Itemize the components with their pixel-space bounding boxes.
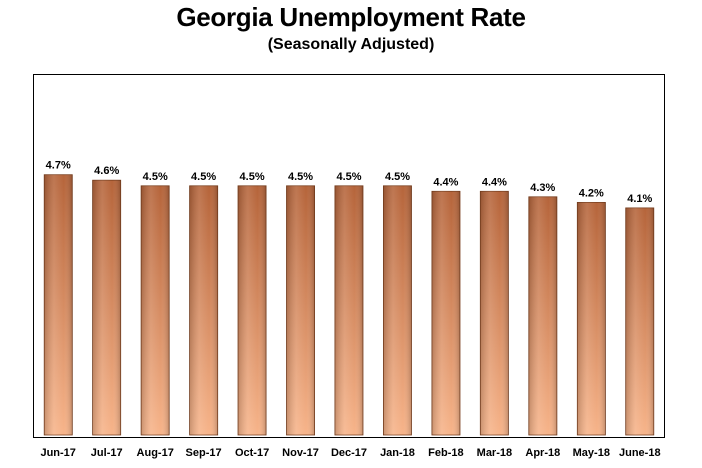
x-tick-label: Dec-17 bbox=[331, 447, 367, 459]
data-label: 4.4% bbox=[433, 176, 458, 188]
bar-shading bbox=[189, 185, 218, 435]
chart-subtitle: (Seasonally Adjusted) bbox=[267, 36, 435, 53]
x-tick-label: May-18 bbox=[573, 447, 610, 459]
bar-shading bbox=[238, 185, 267, 435]
x-tick-label: Oct-17 bbox=[235, 447, 269, 459]
bar-shading bbox=[431, 191, 460, 435]
data-label: 4.3% bbox=[530, 182, 555, 194]
bar-shading bbox=[92, 180, 121, 435]
x-tick-label: Jan-18 bbox=[380, 447, 415, 459]
data-label: 4.7% bbox=[46, 160, 71, 172]
x-tick-label: Mar-18 bbox=[477, 447, 512, 459]
x-tick-label: Aug-17 bbox=[137, 447, 174, 459]
bar-shading bbox=[44, 174, 73, 435]
bar-shading bbox=[286, 185, 315, 435]
x-tick-label: June-18 bbox=[619, 447, 661, 459]
x-tick-label: Jul-17 bbox=[91, 447, 123, 459]
bar-shading bbox=[480, 191, 509, 435]
bar-shading bbox=[383, 185, 412, 435]
data-label: 4.5% bbox=[336, 171, 361, 183]
x-tick-label: Feb-18 bbox=[428, 447, 463, 459]
bar-shading bbox=[334, 185, 363, 435]
data-label: 4.1% bbox=[627, 193, 652, 205]
data-label: 4.4% bbox=[482, 176, 507, 188]
bar-shading bbox=[577, 202, 606, 435]
data-label: 4.5% bbox=[288, 171, 313, 183]
data-label: 4.6% bbox=[94, 165, 119, 177]
x-tick-label: Sep-17 bbox=[186, 447, 222, 459]
data-label: 4.5% bbox=[143, 171, 168, 183]
bar-shading bbox=[141, 185, 170, 435]
x-tick-label: Jun-17 bbox=[40, 447, 75, 459]
data-label: 4.5% bbox=[191, 171, 216, 183]
x-tick-label: Apr-18 bbox=[525, 447, 560, 459]
x-tick-label: Nov-17 bbox=[282, 447, 319, 459]
data-label: 4.2% bbox=[579, 187, 604, 199]
bar-shading bbox=[528, 196, 557, 435]
chart-title: Georgia Unemployment Rate bbox=[176, 2, 526, 32]
bar-shading bbox=[625, 207, 654, 435]
data-label: 4.5% bbox=[385, 171, 410, 183]
data-label: 4.5% bbox=[240, 171, 265, 183]
